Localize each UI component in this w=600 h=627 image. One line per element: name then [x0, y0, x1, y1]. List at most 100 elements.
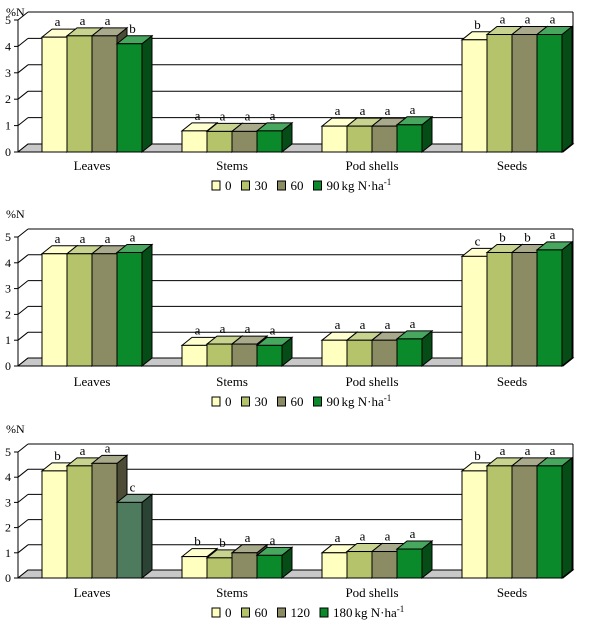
legend-label: 180: [333, 605, 353, 620]
bar-front: [321, 125, 348, 153]
legend-label: 90: [327, 394, 340, 409]
bar-letter-label: a: [130, 229, 136, 244]
y-tick-label: 4: [5, 39, 11, 53]
legend-label: 60: [291, 178, 304, 193]
y-tick-label: 0: [5, 359, 11, 373]
bar-letter-label: a: [195, 108, 201, 123]
bar-letter-label: b: [474, 17, 481, 32]
y-axis-label: %N: [6, 207, 25, 221]
bar-front: [346, 551, 373, 579]
bar-letter-label: a: [385, 529, 391, 544]
bar-front: [66, 253, 93, 367]
bar-front: [206, 557, 233, 579]
bar-front: [91, 462, 118, 579]
category-label: Leaves: [74, 374, 111, 389]
y-tick-label: 5: [5, 445, 11, 459]
bar-front: [346, 339, 373, 367]
category-label: Pod shells: [345, 374, 398, 389]
category-label: Stems: [216, 585, 248, 600]
legend-label: 60: [291, 394, 304, 409]
gridline-depth: [17, 306, 29, 315]
bar-letter-label: a: [550, 12, 556, 27]
bar-front: [256, 130, 283, 153]
legend-swatch: [313, 180, 322, 191]
bar-front: [181, 556, 208, 579]
bar-front: [536, 249, 563, 367]
bar-letter-label: b: [524, 229, 531, 244]
legend-swatch: [277, 180, 286, 191]
legend-unit: kg N·ha-1: [355, 604, 405, 620]
bar-letter-label: a: [360, 317, 366, 332]
y-tick-label: 5: [5, 230, 11, 244]
bar-front: [66, 465, 93, 579]
bar-letter-label: a: [245, 530, 251, 545]
bar-letter-label: a: [245, 108, 251, 123]
bar-front: [256, 554, 283, 579]
bar-front: [91, 35, 118, 153]
bar-letter-label: a: [105, 13, 111, 28]
bar-front: [486, 465, 513, 579]
bar-letter-label: a: [500, 12, 506, 27]
bar-letter-label: c: [475, 233, 481, 248]
bar-front: [371, 125, 398, 153]
legend-label: 120: [291, 605, 311, 620]
y-tick-label: 3: [5, 66, 11, 80]
legend-label: 30: [255, 394, 268, 409]
y-axis-label: %N: [6, 5, 25, 19]
legend-label: 60: [255, 605, 268, 620]
y-tick-label: 1: [5, 546, 11, 560]
bar-letter-label: a: [80, 231, 86, 246]
legend-swatch: [241, 180, 250, 191]
bar-front: [91, 253, 118, 367]
bar-front: [511, 251, 538, 367]
bar-letter-label: a: [525, 12, 531, 27]
bar-front: [486, 251, 513, 367]
gridline-depth: [17, 117, 29, 126]
legend-swatch: [277, 607, 286, 618]
bar-letter-label: a: [385, 317, 391, 332]
bar-front: [461, 39, 488, 153]
bar-front: [116, 43, 143, 153]
bar-side: [141, 493, 153, 580]
bar-letter-label: a: [335, 103, 341, 118]
chart-panel-1: 0 1 2 3 4 5%N a a a b Leaves a a a a Stems a a a a Pod shell…: [5, 5, 575, 193]
bar-letter-label: a: [80, 13, 86, 28]
legend-label: 0: [225, 394, 232, 409]
legend-label: 30: [255, 178, 268, 193]
gridline-depth: [17, 90, 29, 100]
category-label: Pod shells: [345, 585, 398, 600]
bar-letter-label: a: [105, 440, 111, 455]
bar-letter-label: a: [220, 108, 226, 123]
bar-letter-label: b: [194, 534, 201, 549]
bar-letter-label: b: [499, 229, 506, 244]
bar-letter-label: a: [220, 321, 226, 336]
gridline-depth: [17, 280, 29, 289]
bar-letter-label: a: [410, 526, 416, 541]
category-label: Stems: [216, 158, 248, 173]
bar-front: [536, 465, 563, 579]
gridline-depth: [17, 228, 29, 238]
bar-letter-label: a: [55, 14, 61, 29]
gridline-depth: [17, 494, 29, 503]
y-tick-label: 4: [5, 256, 11, 270]
y-tick-label: 5: [5, 13, 11, 27]
gridline-depth: [17, 64, 29, 74]
y-tick-label: 2: [5, 521, 11, 535]
bar-front: [181, 130, 208, 153]
bar-front: [231, 130, 258, 153]
bar-seeds-180: a: [535, 443, 574, 580]
bar-front: [231, 552, 258, 579]
gridline-depth: [17, 331, 29, 341]
legend-unit: kg N·ha-1: [342, 177, 392, 193]
legend-swatch: [241, 396, 250, 407]
category-label: Stems: [216, 374, 248, 389]
bar-side: [561, 25, 573, 154]
legend-swatch: [313, 396, 322, 407]
legend: 0 30 60 90 kg N·ha-1: [211, 393, 391, 409]
bar-leaves-180: c: [115, 479, 154, 580]
legend-swatch: [211, 607, 221, 618]
gridline-depth: [17, 443, 29, 453]
bar-letter-label: b: [219, 535, 226, 550]
gridline-depth: [17, 519, 29, 528]
bar-front: [461, 470, 488, 579]
